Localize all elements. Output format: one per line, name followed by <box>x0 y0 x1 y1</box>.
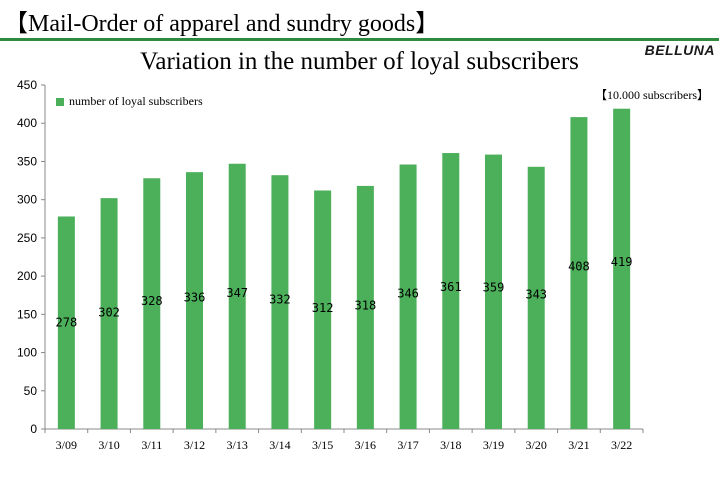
bar <box>613 108 631 429</box>
bar <box>100 198 118 429</box>
bar <box>356 185 374 429</box>
data-label: 347 <box>226 286 248 300</box>
y-tick-label: 200 <box>17 269 37 283</box>
data-label: 278 <box>56 316 78 330</box>
bar <box>399 164 417 429</box>
x-tick-label: 3/16 <box>355 438 376 452</box>
data-label: 408 <box>568 260 590 274</box>
bar <box>271 175 289 429</box>
x-tick-label: 3/11 <box>141 438 162 452</box>
bar <box>57 216 75 429</box>
data-label: 328 <box>141 294 163 308</box>
brand-logo: BELLUNA <box>644 42 715 58</box>
x-tick-label: 3/13 <box>227 438 248 452</box>
x-tick-label: 3/12 <box>184 438 205 452</box>
x-tick-label: 3/20 <box>526 438 547 452</box>
unit-label: 【10.000 subscribers】 <box>595 88 709 102</box>
bar <box>485 154 502 429</box>
y-tick-label: 0 <box>30 422 37 436</box>
bar <box>527 166 545 429</box>
data-label: 302 <box>98 305 120 319</box>
y-tick-label: 250 <box>17 231 37 245</box>
data-label: 346 <box>397 286 419 300</box>
data-label: 343 <box>525 288 547 302</box>
bar <box>570 117 588 430</box>
x-tick-label: 3/22 <box>611 438 632 452</box>
x-tick-label: 3/09 <box>56 438 77 452</box>
y-tick-label: 450 <box>17 78 37 92</box>
bar <box>228 163 246 429</box>
data-label: 336 <box>184 291 206 305</box>
bar <box>143 178 161 429</box>
bar <box>186 172 203 429</box>
y-tick-label: 50 <box>24 384 38 398</box>
data-label: 419 <box>611 255 633 269</box>
bar <box>442 153 460 429</box>
y-tick-label: 400 <box>17 116 37 130</box>
legend-label: number of loyal subscribers <box>69 94 203 108</box>
x-tick-label: 3/21 <box>568 438 589 452</box>
data-label: 318 <box>355 298 377 312</box>
x-tick-label: 3/15 <box>312 438 333 452</box>
chart-title: Variation in the number of loyal subscri… <box>140 48 579 75</box>
data-label: 359 <box>483 281 505 295</box>
x-tick-label: 3/14 <box>269 438 290 452</box>
data-label: 332 <box>269 292 291 306</box>
chart-legend: number of loyal subscribers <box>56 94 203 109</box>
x-tick-label: 3/19 <box>483 438 504 452</box>
bar <box>314 190 332 429</box>
x-tick-label: 3/18 <box>440 438 461 452</box>
y-tick-label: 350 <box>17 154 37 168</box>
y-tick-label: 100 <box>17 346 37 360</box>
x-tick-label: 3/17 <box>397 438 418 452</box>
header-divider <box>0 38 719 41</box>
slide-title: 【Mail-Order of apparel and sundry goods】 <box>4 11 440 37</box>
data-label: 361 <box>440 280 462 294</box>
data-label: 312 <box>312 301 334 315</box>
legend-swatch <box>56 97 64 106</box>
y-tick-label: 300 <box>17 193 37 207</box>
x-tick-label: 3/10 <box>98 438 119 452</box>
y-tick-label: 150 <box>17 307 37 321</box>
slide-header: 【Mail-Order of apparel and sundry goods】 <box>0 0 719 41</box>
